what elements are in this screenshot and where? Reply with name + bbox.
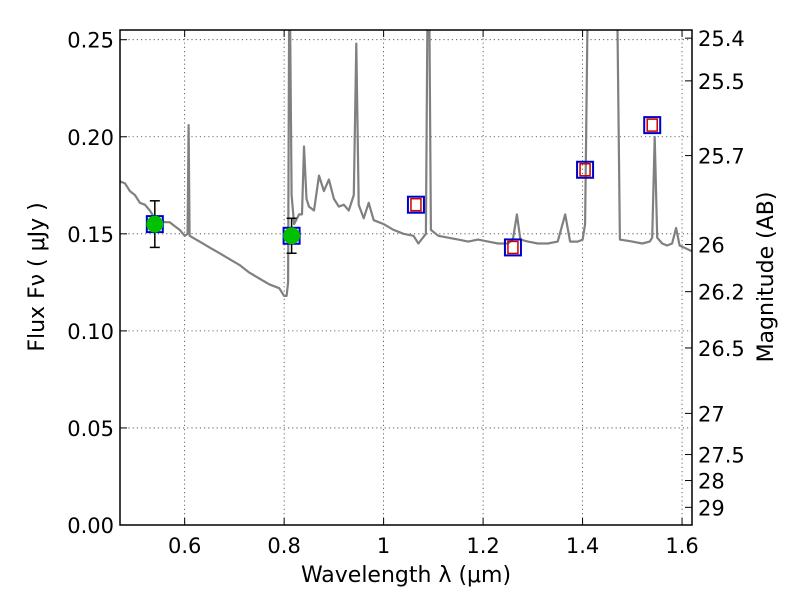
plot-frame xyxy=(119,29,693,526)
right-tick-label: 26.5 xyxy=(698,337,745,361)
right-tick-label: 25.4 xyxy=(698,27,745,51)
right-tick-label: 29 xyxy=(698,496,725,520)
x-tick-label: 1.6 xyxy=(665,534,698,558)
right-tick-label: 27 xyxy=(698,402,725,426)
right-tick-label: 27.5 xyxy=(698,444,745,468)
x-tick-label: 1 xyxy=(377,534,390,558)
model-photometry-square xyxy=(406,195,425,214)
y-tick-label: 0.25 xyxy=(67,29,114,53)
photometry-markers xyxy=(145,116,662,257)
x-tick-label: 0.8 xyxy=(267,534,300,558)
right-tick-label: 26 xyxy=(698,234,725,258)
y-tick-label: 0.00 xyxy=(67,514,114,538)
x-axis-title: Wavelength λ (μm) xyxy=(301,563,511,588)
model-photometry-square xyxy=(503,238,522,257)
x-tick-label: 1.2 xyxy=(466,534,499,558)
y-tick-label: 0.05 xyxy=(67,417,114,441)
y-tick-label: 0.10 xyxy=(67,320,114,344)
model-photometry-inner-square xyxy=(507,240,519,255)
observed-photometry-point xyxy=(146,215,164,233)
right-tick-label: 28 xyxy=(698,470,725,494)
x-tick-label: 0.6 xyxy=(168,534,201,558)
axis-ticks: 0.6 0.8 1 1.2 1.4 1.6 0.00 0.05 0.10 0.15 0.20 0.25… xyxy=(67,27,745,558)
spectrum-line xyxy=(120,30,692,297)
right-tick-label: 26.2 xyxy=(698,281,745,305)
grid-lines xyxy=(120,30,692,526)
x-tick-label: 1.4 xyxy=(566,534,599,558)
model-photometry-square xyxy=(576,160,595,179)
y-tick-label: 0.20 xyxy=(67,126,114,150)
right-tick-label: 25.5 xyxy=(698,70,745,94)
model-photometry-inner-square xyxy=(579,163,591,177)
model-photometry-inner-square xyxy=(646,118,658,132)
right-tick-label: 25.7 xyxy=(698,145,745,169)
model-photometry-inner-square xyxy=(410,197,422,212)
observed-photometry-point xyxy=(283,227,301,245)
y-axis-title: Flux Fν ( μJy ) xyxy=(25,202,50,351)
y-tick-label: 0.15 xyxy=(67,223,114,247)
model-photometry-square xyxy=(643,116,662,135)
right-axis-title: Magnitude (AB) xyxy=(754,192,779,363)
spectrum-series xyxy=(120,30,692,297)
